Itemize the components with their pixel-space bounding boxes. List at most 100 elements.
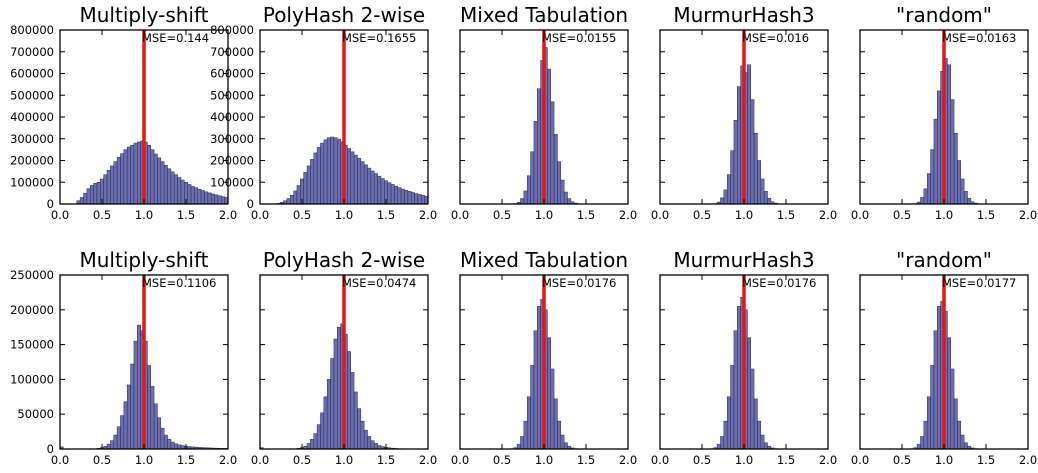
x-tick-label: 0.0 xyxy=(451,208,469,222)
histogram-bar xyxy=(720,197,725,205)
y-tick-label: 100000 xyxy=(10,372,54,386)
histogram-bar xyxy=(947,64,951,205)
histogram-bar xyxy=(153,153,158,205)
histogram-bar xyxy=(353,154,358,205)
histogram-bar xyxy=(737,306,741,450)
x-tick-label: 0.0 xyxy=(51,453,69,467)
histogram-bar xyxy=(553,398,558,450)
histogram-bar xyxy=(204,191,209,205)
histogram-bar xyxy=(930,365,935,450)
histogram-bar xyxy=(733,120,738,205)
histogram-bar xyxy=(920,436,925,450)
histogram-bar xyxy=(916,443,921,450)
histogram-bar xyxy=(520,436,525,450)
panel-title: Multiply-shift xyxy=(79,3,208,27)
x-tick-label: 0.5 xyxy=(93,208,111,222)
histogram-bar xyxy=(170,441,175,450)
histogram-bar xyxy=(221,196,225,205)
histogram-bar xyxy=(933,118,938,205)
x-tick-label: 1.0 xyxy=(335,453,353,467)
histogram-bar xyxy=(950,99,955,205)
histogram-bar xyxy=(370,170,375,205)
histogram-bar xyxy=(763,442,768,450)
histogram-bar xyxy=(147,365,151,450)
histogram-bar xyxy=(530,365,535,450)
histogram-bar xyxy=(360,420,365,450)
x-tick-label: 1.0 xyxy=(135,208,153,222)
histogram-bar xyxy=(303,172,308,205)
histogram-bar xyxy=(757,420,762,450)
x-tick-label: 1.5 xyxy=(777,208,795,222)
histogram-bar xyxy=(157,417,162,450)
y-tick-label: 100000 xyxy=(210,175,254,189)
histogram-bar xyxy=(217,195,222,205)
histogram-bar xyxy=(726,396,731,450)
x-tick-label: 2.0 xyxy=(619,453,637,467)
histogram-bar xyxy=(373,173,378,205)
histogram-bar xyxy=(296,185,301,205)
histogram-bar xyxy=(750,99,755,205)
histogram-bar xyxy=(320,412,325,450)
histogram-bar xyxy=(530,151,535,205)
histogram-bar xyxy=(286,198,291,205)
histogram-bar xyxy=(520,198,525,205)
mse-annotation: MSE=0.0176 xyxy=(742,276,816,290)
panel-title: Mixed Tabulation xyxy=(460,3,628,27)
y-tick-label: 500000 xyxy=(210,88,254,102)
histogram-bar xyxy=(720,436,725,450)
x-tick-label: 1.5 xyxy=(377,453,395,467)
histogram-panel: 0.0 0.5 1.0 1.5 2.0 0 50000 100000 150000 200000 2… xyxy=(10,248,237,467)
x-tick-label: 0.5 xyxy=(93,453,111,467)
histogram-bar xyxy=(953,133,958,205)
histogram-panel: 0.0 0.5 1.0 1.5 2.0 "random" MSE=0.0163 xyxy=(851,3,1037,222)
histogram-bar xyxy=(123,149,128,205)
histogram-bar xyxy=(553,134,558,205)
histogram-panel: 0.0 0.5 1.0 1.5 2.0 0 100000 200000 300000 400000… xyxy=(10,3,237,222)
histogram-bar xyxy=(567,198,572,205)
histogram-bar xyxy=(537,88,541,205)
histogram-bar xyxy=(560,179,565,205)
histogram-bar xyxy=(160,161,165,205)
histogram-bar xyxy=(967,198,972,205)
x-tick-label: 0.0 xyxy=(851,453,869,467)
histogram-bar xyxy=(173,443,178,450)
histogram-bar xyxy=(930,149,935,205)
x-tick-label: 2.0 xyxy=(819,208,837,222)
panel-title: MurmurHash3 xyxy=(673,3,814,27)
histogram-bar xyxy=(103,174,108,205)
y-tick-label: 400000 xyxy=(10,110,54,124)
histogram-panel: 0.0 0.5 1.0 1.5 2.0 0 100000 200000 300000 400000… xyxy=(210,3,437,222)
x-tick-label: 1.0 xyxy=(935,453,953,467)
histogram-bar xyxy=(306,165,311,205)
histogram-bar xyxy=(563,442,568,450)
histogram-bar xyxy=(363,429,368,450)
x-tick-label: 0.5 xyxy=(293,208,311,222)
histogram-bar xyxy=(526,175,531,205)
histogram-bar xyxy=(350,372,355,450)
histogram-bar xyxy=(730,150,735,205)
histogram-bar xyxy=(320,142,325,205)
x-tick-label: 0.5 xyxy=(693,208,711,222)
histogram-bar xyxy=(133,142,138,205)
x-tick-label: 0.0 xyxy=(251,208,269,222)
histogram-bar xyxy=(150,386,155,450)
histogram-bar xyxy=(550,368,555,450)
histogram-bar xyxy=(533,330,538,450)
histogram-bar xyxy=(120,415,125,450)
histogram-bar xyxy=(106,443,111,450)
histogram-bar xyxy=(757,160,762,205)
y-tick-label: 800000 xyxy=(210,23,254,37)
y-tick-label: 700000 xyxy=(10,45,54,59)
histogram-bar xyxy=(526,396,531,450)
histogram-bar xyxy=(110,440,115,450)
histogram-bar xyxy=(330,358,335,450)
histogram-bar xyxy=(380,178,385,205)
histogram-bar xyxy=(394,185,399,205)
histogram-bar xyxy=(923,188,928,205)
histogram-bar xyxy=(723,189,728,205)
histogram-bar xyxy=(947,337,951,450)
histogram-bar xyxy=(926,173,931,205)
panel-title: MurmurHash3 xyxy=(673,248,814,272)
histogram-bar xyxy=(417,194,422,205)
histogram-bar xyxy=(353,391,358,450)
